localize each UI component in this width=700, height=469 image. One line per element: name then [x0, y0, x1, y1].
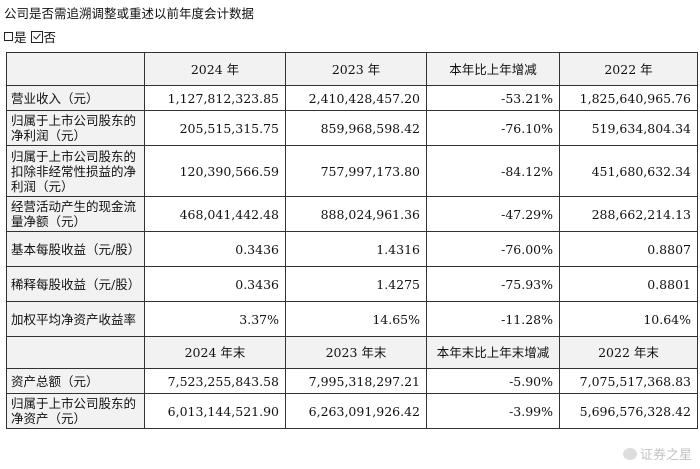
value-cell: -5.90% — [426, 368, 560, 394]
table-row: 归属于上市公司股东的净资产（元） 6,013,144,521.90 6,263,… — [6, 393, 698, 429]
unchecked-box-icon — [4, 32, 13, 41]
row-label: 加权平均净资产收益率 — [6, 301, 145, 337]
row-label: 资产总额（元） — [6, 368, 145, 394]
value-cell: 757,997,173.80 — [285, 145, 427, 197]
value-cell: 468,041,442.48 — [144, 196, 286, 232]
header-cell: 2024 年末 — [144, 336, 286, 369]
table-row: 基本每股收益（元/股） 0.3436 1.4316 -76.00% 0.8807 — [6, 231, 698, 267]
header-cell: 2023 年末 — [285, 336, 427, 369]
value-cell: 7,995,318,297.21 — [285, 368, 427, 394]
table-subheader-row: 2024 年末 2023 年末 本年末比上年末增减 2022 年末 — [6, 336, 698, 369]
value-cell: 0.3436 — [144, 266, 286, 302]
value-cell: 519,634,804.34 — [559, 110, 698, 146]
row-label: 稀释每股收益（元/股） — [6, 266, 145, 302]
header-cell — [6, 52, 145, 86]
value-cell: 1.4316 — [285, 231, 427, 267]
value-cell: -76.10% — [426, 110, 560, 146]
value-cell: 10.64% — [559, 301, 698, 337]
value-cell: -11.28% — [426, 301, 560, 337]
header-cell — [6, 336, 145, 369]
row-label: 归属于上市公司股东的净利润（元） — [6, 110, 145, 146]
header-cell: 本年比上年增减 — [426, 52, 560, 86]
value-cell: 5,696,576,328.42 — [559, 393, 698, 429]
value-cell: 205,515,315.75 — [144, 110, 286, 146]
row-label: 基本每股收益（元/股） — [6, 231, 145, 267]
value-cell: 0.3436 — [144, 231, 286, 267]
value-cell: 7,075,517,368.83 — [559, 368, 698, 394]
value-cell: 14.65% — [285, 301, 427, 337]
row-label: 营业收入（元） — [6, 85, 145, 111]
weibo-logo-icon — [622, 448, 637, 460]
value-cell: 859,968,598.42 — [285, 110, 427, 146]
value-cell: -75.93% — [426, 266, 560, 302]
header-cell: 2023 年 — [285, 52, 427, 86]
table-row: 经营活动产生的现金流量净额（元） 468,041,442.48 888,024,… — [6, 196, 698, 232]
value-cell: 3.37% — [144, 301, 286, 337]
table-row: 资产总额（元） 7,523,255,843.58 7,995,318,297.2… — [6, 368, 698, 394]
value-cell: 6,013,144,521.90 — [144, 393, 286, 429]
value-cell: 6,263,091,926.42 — [285, 393, 427, 429]
value-cell: 120,390,566.59 — [144, 145, 286, 197]
financial-data-table: 2024 年 2023 年 本年比上年增减 2022 年 营业收入（元） 1,1… — [6, 52, 698, 429]
option-yes-label: 是 — [14, 30, 27, 45]
table-row: 归属于上市公司股东的扣除非经常性损益的净利润（元） 120,390,566.59… — [6, 145, 698, 197]
value-cell: -84.12% — [426, 145, 560, 197]
value-cell: -76.00% — [426, 231, 560, 267]
section-heading: 公司是否需追溯调整或重述以前年度会计数据 — [4, 6, 255, 21]
watermark: 证券之星 — [622, 444, 692, 463]
watermark-text: 证券之星 — [639, 448, 692, 463]
value-cell: 0.8801 — [559, 266, 698, 302]
header-cell: 本年末比上年末增减 — [426, 336, 560, 369]
checked-box-icon — [30, 31, 43, 43]
header-cell: 2022 年 — [559, 52, 698, 86]
value-cell: 1,825,640,965.76 — [559, 85, 698, 111]
value-cell: 888,024,961.36 — [285, 196, 427, 232]
table-row: 营业收入（元） 1,127,812,323.85 2,410,428,457.2… — [6, 85, 698, 111]
value-cell: -3.99% — [426, 393, 560, 429]
value-cell: 0.8807 — [559, 231, 698, 267]
value-cell: 1,127,812,323.85 — [144, 85, 286, 111]
table-header-row: 2024 年 2023 年 本年比上年增减 2022 年 — [6, 52, 698, 86]
value-cell: 1.4275 — [285, 266, 427, 302]
row-label: 经营活动产生的现金流量净额（元） — [6, 196, 145, 232]
value-cell: -53.21% — [426, 85, 560, 111]
value-cell: 7,523,255,843.58 — [144, 368, 286, 394]
row-label: 归属于上市公司股东的净资产（元） — [6, 393, 145, 429]
value-cell: 288,662,214.13 — [559, 196, 698, 232]
value-cell: 451,680,632.34 — [559, 145, 698, 197]
row-label: 归属于上市公司股东的扣除非经常性损益的净利润（元） — [6, 145, 145, 197]
header-cell: 2022 年末 — [559, 336, 698, 369]
restatement-options: 是否 — [4, 27, 56, 46]
option-no-label: 否 — [43, 30, 57, 45]
table-row: 稀释每股收益（元/股） 0.3436 1.4275 -75.93% 0.8801 — [6, 266, 698, 302]
value-cell: 2,410,428,457.20 — [285, 85, 427, 111]
header-cell: 2024 年 — [144, 52, 286, 86]
value-cell: -47.29% — [426, 196, 560, 232]
table-row: 归属于上市公司股东的净利润（元） 205,515,315.75 859,968,… — [6, 110, 698, 146]
table-row: 加权平均净资产收益率 3.37% 14.65% -11.28% 10.64% — [6, 301, 698, 337]
